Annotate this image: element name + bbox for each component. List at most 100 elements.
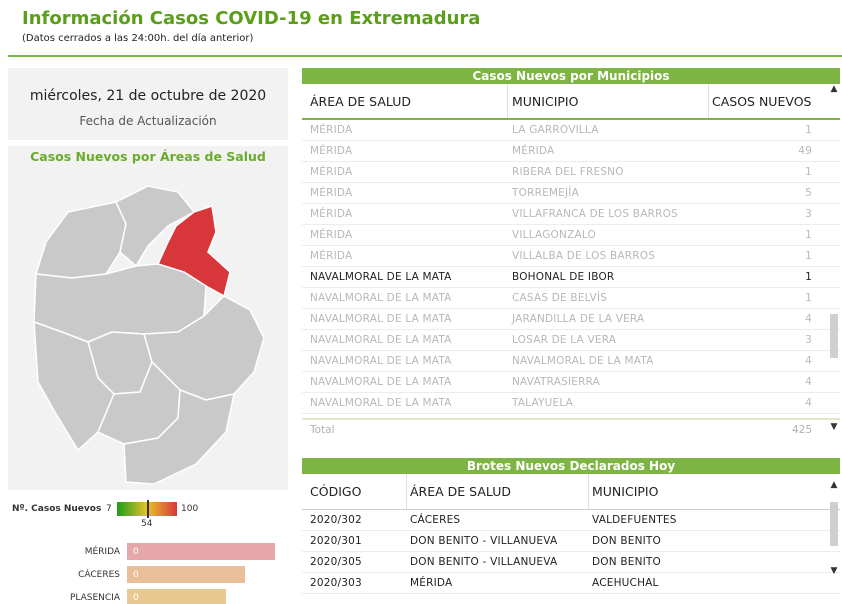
brotes-rows: 2020/302 CÁCERES VALDEFUENTES 2020/301 DON B… [302, 510, 840, 594]
scroll-thumb[interactable] [830, 502, 838, 546]
color-legend: Nº. Casos Nuevos 7 100 54 [12, 500, 288, 534]
cell-casos: 3 [805, 334, 812, 346]
table-row[interactable]: MÉRIDA VILLAGONZALO 1 [302, 225, 840, 246]
cell-area: NAVALMORAL DE LA MATA [310, 334, 452, 346]
cell-area: MÉRIDA [310, 229, 353, 241]
cell-casos: 1 [805, 292, 812, 304]
col-separator [406, 474, 407, 509]
legend-mid: 54 [141, 519, 153, 529]
municipios-table-panel: Casos Nuevos por Municipios ÁREA DE SALU… [302, 68, 840, 440]
cell-casos: 3 [805, 208, 812, 220]
cell-casos: 1 [805, 124, 812, 136]
cell-casos: 1 [805, 271, 812, 283]
cell-municipio: ACEHUCHAL [592, 577, 659, 589]
table-row[interactable]: NAVALMORAL DE LA MATA LOSAR DE LA VERA 3 [302, 330, 840, 351]
cell-casos: 49 [798, 145, 812, 157]
header-divider [8, 55, 842, 57]
cell-casos: 4 [805, 397, 812, 409]
col-separator [588, 474, 589, 509]
municipios-scrollbar[interactable]: ▲ ▼ [828, 84, 840, 440]
scroll-down-icon[interactable]: ▼ [830, 422, 838, 432]
cell-municipio: JARANDILLA DE LA VERA [512, 313, 645, 325]
col-municipio[interactable]: MUNICIPIO [592, 484, 659, 499]
cell-codigo: 2020/301 [310, 535, 362, 547]
table-row[interactable]: MÉRIDA VILLAFRANCA DE LOS BARROS 3 [302, 204, 840, 225]
brotes-table-header: CÓDIGO ÁREA DE SALUD MUNICIPIO [302, 474, 840, 510]
bar-value: 0 [133, 593, 139, 603]
cell-codigo: 2020/303 [310, 577, 362, 589]
table-row[interactable]: 2020/305 DON BENITO - VILLANUEVA DON BENIT… [302, 552, 840, 573]
cell-area: NAVALMORAL DE LA MATA [310, 397, 452, 409]
cell-area: DON BENITO - VILLANUEVA [410, 535, 558, 547]
cell-area: CÁCERES [410, 514, 461, 526]
update-date-card: miércoles, 21 de octubre de 2020 Fecha d… [8, 68, 288, 140]
map-area-coria[interactable] [35, 201, 127, 279]
cell-casos: 1 [805, 166, 812, 178]
table-row[interactable]: NAVALMORAL DE LA MATA CASAS DE BELVÍS 1 [302, 288, 840, 309]
cell-area: MÉRIDA [310, 124, 353, 136]
col-municipio[interactable]: MUNICIPIO [512, 94, 579, 109]
bar-label: CÁCERES [78, 570, 120, 580]
bar[interactable] [127, 566, 245, 583]
table-row[interactable]: NAVALMORAL DE LA MATA NAVATRASIERRA 4 [302, 372, 840, 393]
map-area-plasencia[interactable] [115, 185, 196, 268]
bar[interactable] [127, 589, 226, 604]
scroll-up-icon[interactable]: ▲ [830, 480, 838, 490]
table-row[interactable]: NAVALMORAL DE LA MATA TALAYUELA 4 [302, 393, 840, 414]
cell-area: NAVALMORAL DE LA MATA [310, 271, 452, 283]
brotes-scrollbar[interactable]: ▲ ▼ [828, 480, 840, 584]
cell-casos: 4 [805, 313, 812, 325]
cell-municipio: MÉRIDA [512, 145, 555, 157]
table-row[interactable]: MÉRIDA TORREMEJÍA 5 [302, 183, 840, 204]
total-value: 425 [791, 424, 812, 436]
legend-min: 7 [106, 504, 112, 514]
col-area-de-salud[interactable]: ÁREA DE SALUD [410, 484, 511, 499]
cell-municipio: TORREMEJÍA [512, 187, 579, 199]
table-row[interactable]: MÉRIDA RIBERA DEL FRESNO 1 [302, 162, 840, 183]
cell-area: DON BENITO - VILLANUEVA [410, 556, 558, 568]
table-row[interactable]: MÉRIDA MÉRIDA 49 [302, 141, 840, 162]
table-row[interactable]: 2020/302 CÁCERES VALDEFUENTES [302, 510, 840, 531]
extremadura-map[interactable] [28, 182, 278, 512]
scroll-thumb[interactable] [830, 314, 838, 358]
table-row[interactable]: NAVALMORAL DE LA MATA NAVALMORAL DE LA MA… [302, 351, 840, 372]
table-row[interactable]: MÉRIDA LA GARROVILLA 1 [302, 120, 840, 141]
cell-area: NAVALMORAL DE LA MATA [310, 376, 452, 388]
cell-casos: 5 [805, 187, 812, 199]
col-casos-nuevos[interactable]: CASOS NUEVOS [712, 94, 812, 109]
table-row[interactable]: NAVALMORAL DE LA MATA JARANDILLA DE LA VE… [302, 309, 840, 330]
table-row[interactable]: MÉRIDA VILLALBA DE LOS BARROS 1 [302, 246, 840, 267]
cell-area: NAVALMORAL DE LA MATA [310, 313, 452, 325]
total-label: Total [310, 424, 335, 436]
map-area-navalmoral[interactable] [156, 205, 231, 298]
cell-area: MÉRIDA [310, 250, 353, 262]
table-row[interactable]: 2020/303 MÉRIDA ACEHUCHAL [302, 573, 840, 594]
brotes-table-title: Brotes Nuevos Declarados Hoy [302, 458, 840, 474]
bar-value: 0 [133, 570, 139, 580]
cell-municipio: NAVATRASIERRA [512, 376, 601, 388]
cell-casos: 4 [805, 355, 812, 367]
left-column: miércoles, 21 de octubre de 2020 Fecha d… [8, 68, 288, 604]
table-row[interactable]: 2020/301 DON BENITO - VILLANUEVA DON BENIT… [302, 531, 840, 552]
municipios-table-title: Casos Nuevos por Municipios [302, 68, 840, 84]
page-subtitle: (Datos cerrados a las 24:00h. del día an… [22, 33, 254, 44]
cell-municipio: NAVALMORAL DE LA MATA [512, 355, 654, 367]
cell-municipio: LA GARROVILLA [512, 124, 599, 136]
cell-casos: 4 [805, 376, 812, 388]
col-codigo[interactable]: CÓDIGO [310, 484, 362, 499]
area-bars: MÉRIDA 0 CÁCERES 0 PLASENCIA 0 [8, 542, 288, 604]
cell-casos: 1 [805, 250, 812, 262]
bar[interactable] [127, 543, 275, 560]
cell-municipio: DON BENITO [592, 535, 662, 547]
page-title: Información Casos COVID-19 en Extremadur… [22, 8, 481, 29]
cell-municipio: DON BENITO [592, 556, 662, 568]
table-row[interactable]: NAVALMORAL DE LA MATA BOHONAL DE IBOR 1 [302, 267, 840, 288]
cell-municipio: CASAS DE BELVÍS [512, 292, 608, 304]
col-area-de-salud[interactable]: ÁREA DE SALUD [310, 94, 411, 109]
scroll-down-icon[interactable]: ▼ [830, 566, 838, 576]
scroll-up-icon[interactable]: ▲ [830, 84, 838, 94]
map-area-llerena[interactable] [123, 388, 235, 485]
cell-municipio: VILLALBA DE LOS BARROS [512, 250, 656, 262]
cell-codigo: 2020/302 [310, 514, 362, 526]
bar-row: PLASENCIA 0 [8, 588, 288, 604]
